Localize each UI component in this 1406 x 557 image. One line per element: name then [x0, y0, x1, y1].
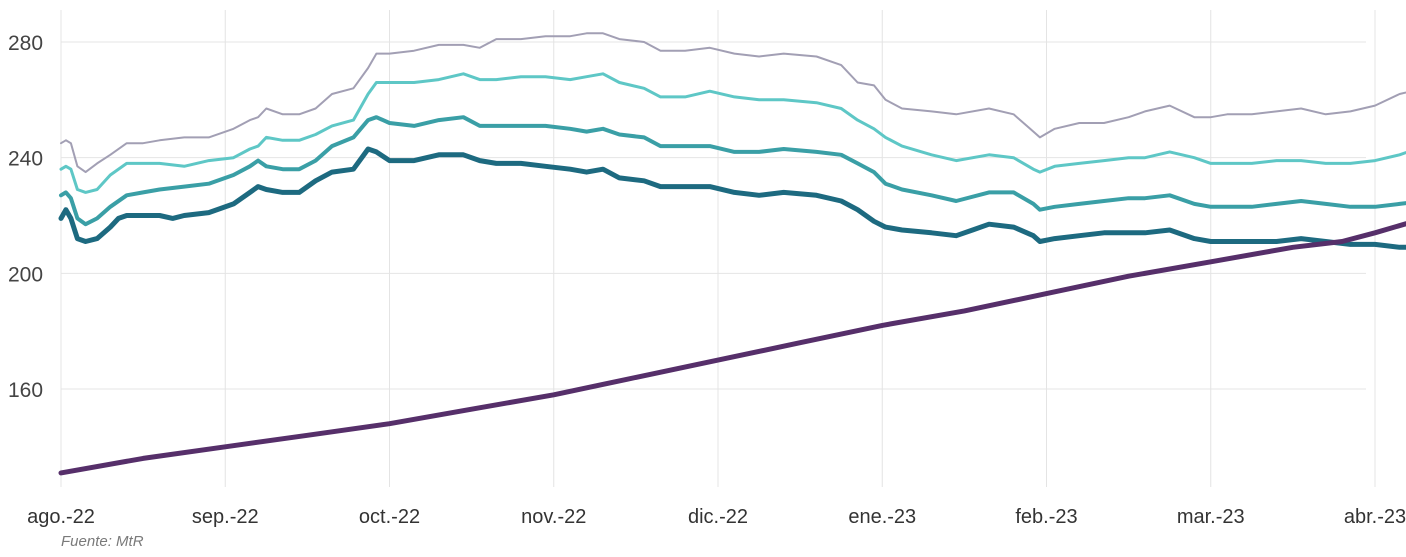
series-layer	[58, 32, 1406, 476]
x-tick-label: oct.-22	[359, 506, 420, 528]
x-tick-label: mar.-23	[1177, 506, 1245, 528]
series-line	[59, 115, 1406, 227]
x-tick-label: feb.-23	[1015, 506, 1077, 528]
x-tick-label: abr.-23	[1344, 506, 1406, 528]
x-tick-label: dic.-22	[688, 506, 748, 528]
y-tick-label: 280	[8, 32, 43, 55]
x-tick-label: nov.-22	[521, 506, 586, 528]
source-note: Fuente: MtR	[61, 533, 144, 550]
x-tick-label: ago.-22	[27, 506, 95, 528]
y-tick-label: 160	[8, 379, 43, 402]
grid-layer	[60, 10, 1376, 487]
series-line	[59, 72, 1406, 194]
series-line	[58, 146, 1406, 250]
y-tick-label: 200	[8, 263, 43, 286]
series-line	[58, 221, 1406, 476]
y-tick-label: 240	[8, 148, 43, 171]
x-tick-label: sep.-22	[192, 506, 259, 528]
x-tick-label: ene.-23	[848, 506, 916, 528]
series-line	[60, 32, 1406, 174]
label-layer: 160 200 240 280 ago.-22 sep.-22 oct.-22 nov.-22…	[8, 32, 1406, 528]
